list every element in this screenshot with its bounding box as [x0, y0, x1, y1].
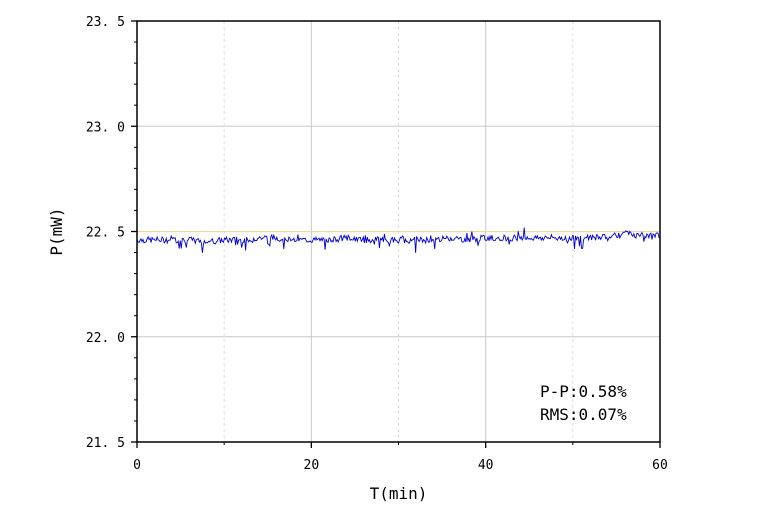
y-tick-label: 23. 5 — [86, 15, 125, 30]
y-tick-label: 22. 0 — [86, 331, 125, 346]
y-axis-title: P(mW) — [47, 207, 66, 255]
y-tick-label: 23. 0 — [86, 120, 125, 135]
tick-labels: 0 20 40 60 21. 5 22. 0 22. 5 23. 0 23. 5 — [86, 15, 668, 473]
series-group — [136, 227, 661, 253]
annotation-peak-to-peak: P-P:0.58% — [540, 382, 627, 401]
y-tick-label: 21. 5 — [86, 436, 125, 451]
x-axis-title: T(min) — [370, 484, 428, 503]
y-tick-label: 22. 5 — [86, 226, 125, 241]
series-line-power — [136, 227, 661, 253]
annotation-rms: RMS:0.07% — [540, 405, 627, 424]
x-tick-label: 20 — [304, 458, 320, 473]
axis-ticks — [131, 20, 661, 448]
x-tick-label: 0 — [133, 458, 141, 473]
x-tick-label: 60 — [652, 458, 668, 473]
x-tick-label: 40 — [478, 458, 494, 473]
